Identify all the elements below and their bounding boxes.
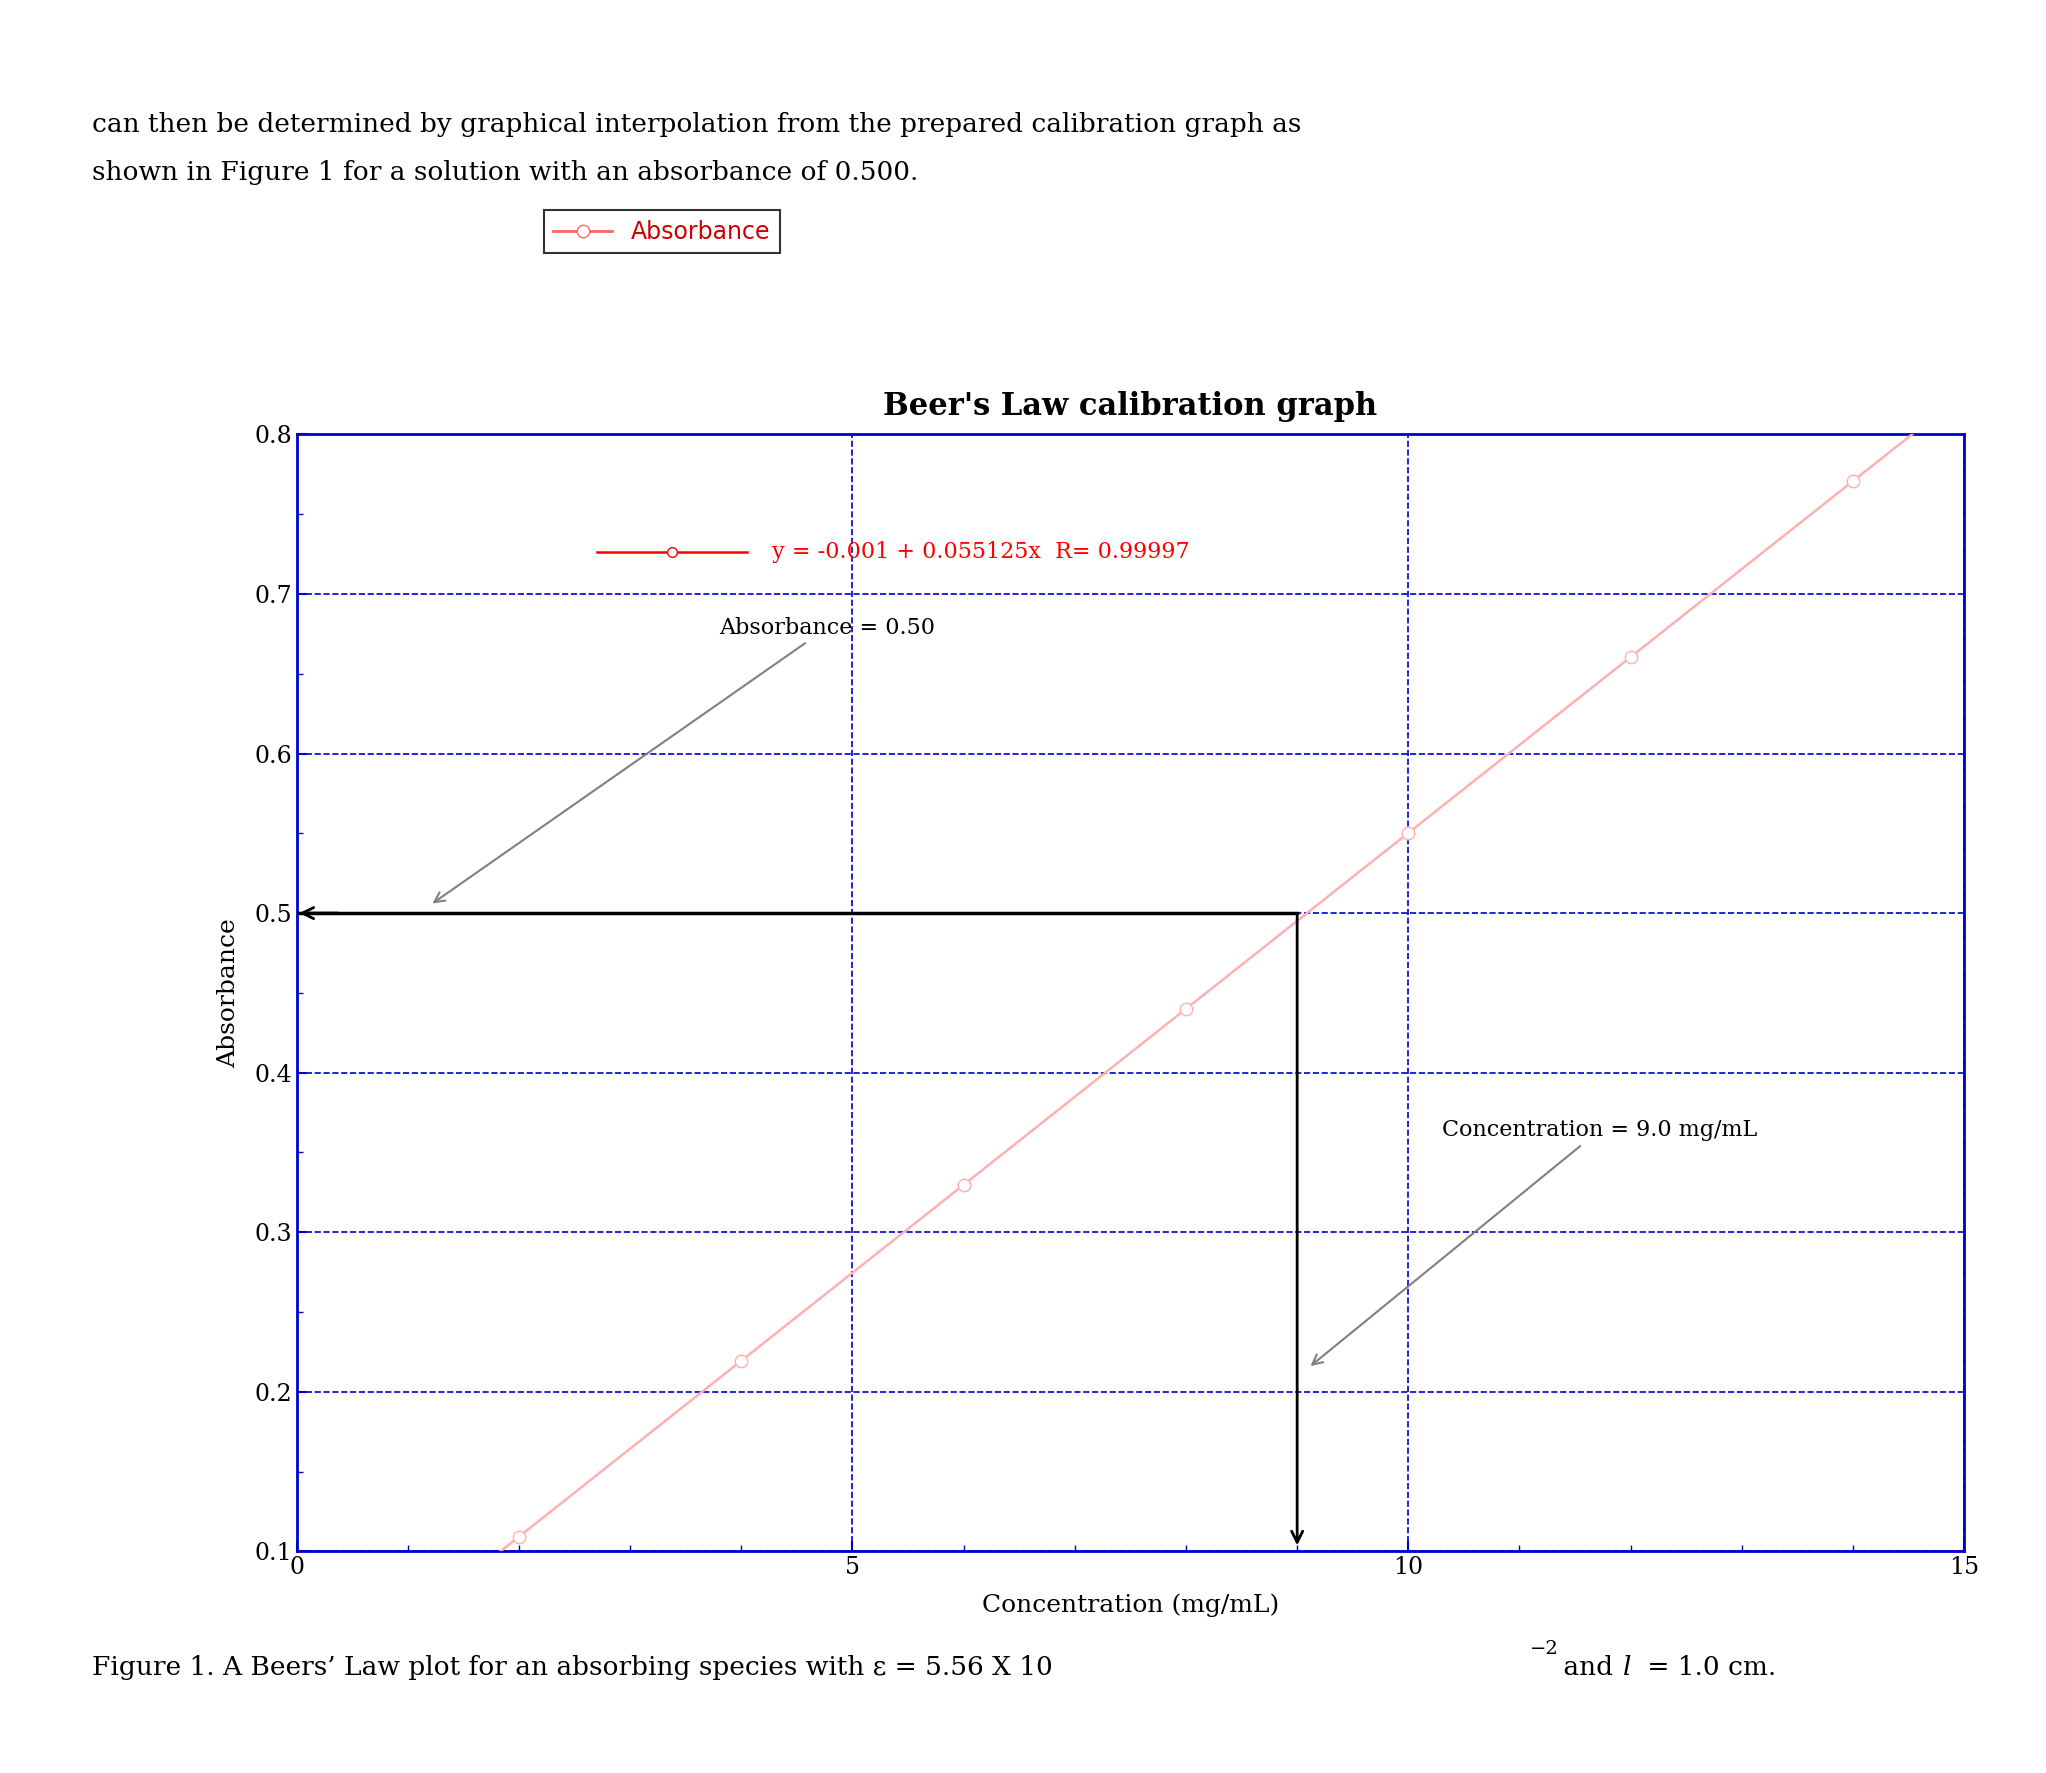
Text: Figure 1. A Beers’ Law plot for an absorbing species with ε = 5.56 X 10: Figure 1. A Beers’ Law plot for an absor… [92,1656,1054,1681]
Y-axis label: Absorbance: Absorbance [217,918,239,1067]
Text: and: and [1555,1656,1620,1681]
Text: y = -0.001 + 0.055125x  R= 0.99997: y = -0.001 + 0.055125x R= 0.99997 [771,541,1189,562]
Text: can then be determined by graphical interpolation from the prepared calibration : can then be determined by graphical inte… [92,112,1301,137]
Text: Absorbance = 0.50: Absorbance = 0.50 [434,617,935,902]
Text: −2: −2 [1530,1640,1559,1658]
Text: shown in Figure 1 for a solution with an absorbance of 0.500.: shown in Figure 1 for a solution with an… [92,160,919,184]
X-axis label: Concentration (mg/mL): Concentration (mg/mL) [982,1594,1279,1617]
Legend: Absorbance: Absorbance [544,211,780,254]
Text: = 1.0 cm.: = 1.0 cm. [1639,1656,1776,1681]
Title: Beer's Law calibration graph: Beer's Law calibration graph [884,390,1377,422]
Text: l: l [1622,1656,1631,1681]
Text: Concentration = 9.0 mg/mL: Concentration = 9.0 mg/mL [1311,1119,1758,1365]
